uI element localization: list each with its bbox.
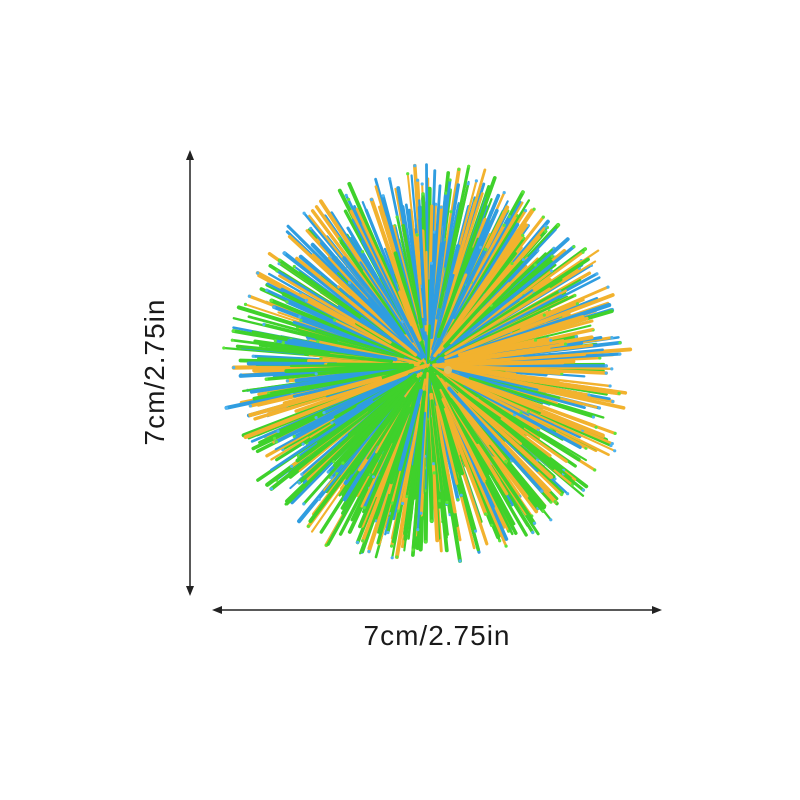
height-dimension-arrow bbox=[178, 150, 202, 596]
stress-ball-image bbox=[200, 140, 650, 580]
width-dimension-arrow bbox=[212, 598, 662, 622]
height-label: 7cm/2.75in bbox=[139, 298, 170, 446]
width-label: 7cm/2.75in bbox=[363, 620, 511, 651]
stress-ball-icon bbox=[222, 163, 633, 563]
